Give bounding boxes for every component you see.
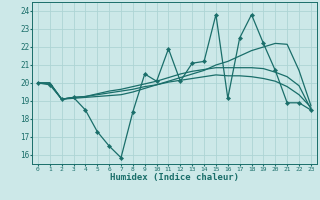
- X-axis label: Humidex (Indice chaleur): Humidex (Indice chaleur): [110, 173, 239, 182]
